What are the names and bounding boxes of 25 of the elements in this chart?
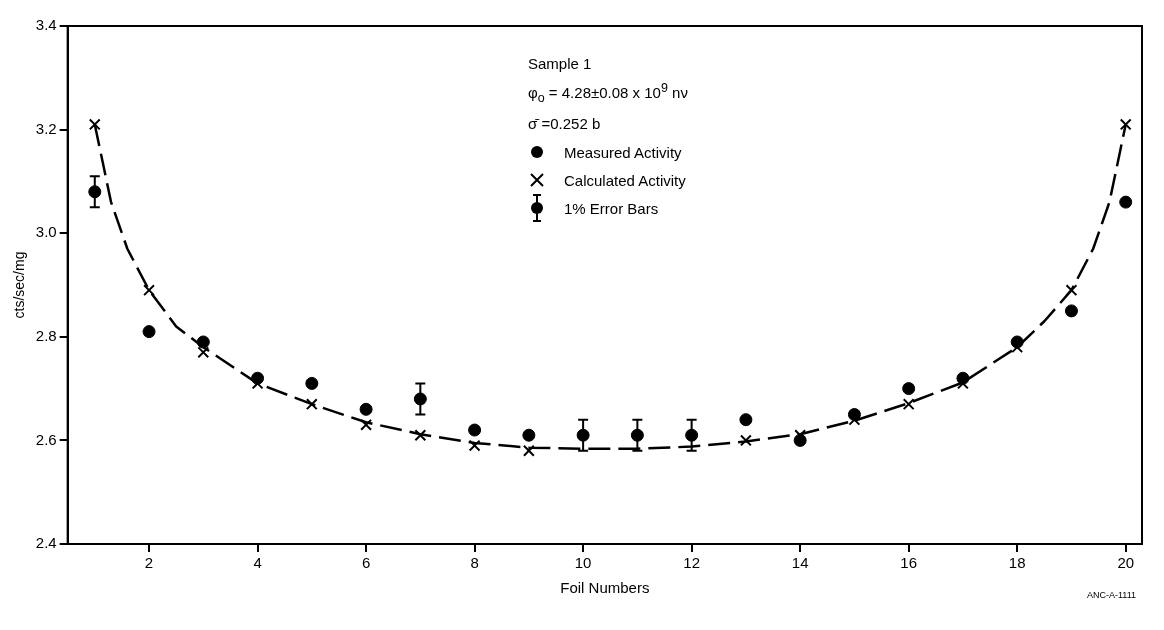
x-tick-label: 14: [791, 554, 809, 572]
y-axis-title: cts/sec/mg: [11, 251, 28, 319]
x-tick-label: 4: [253, 554, 262, 572]
x-tick-label: 8: [470, 554, 479, 572]
y-tick-label: 3.4: [35, 16, 57, 34]
legend-label: Calculated Activity: [564, 171, 686, 189]
x-tick-label: 10: [574, 554, 592, 572]
y-tick-label: 3.0: [35, 223, 57, 241]
x-tick-label: 6: [361, 554, 371, 572]
annotation: σ̄ =0.252 b: [528, 114, 601, 132]
y-tick-label: 3.2: [35, 119, 57, 137]
x-tick-label: 12: [683, 554, 700, 572]
annotation: φ$_{o}$ = 4.28±0.08 x 10$^{9}$ nν: [528, 81, 688, 105]
x-tick-label: 18: [1008, 554, 1026, 572]
x-axis-title: Foil Numbers: [560, 579, 650, 597]
y-tick-label: 2.6: [35, 430, 57, 448]
x-tick-label: 2: [144, 554, 154, 572]
y-tick-label: 2.4: [35, 534, 57, 552]
x-tick-label: 20: [1117, 554, 1135, 572]
y-tick-label: 2.8: [35, 326, 57, 344]
annotation: 1% Error Bars: [564, 199, 659, 217]
legend-label: Measured Activity: [564, 143, 682, 161]
x-tick-label: 16: [900, 554, 918, 572]
text: ANC-A-1111: [1086, 590, 1136, 600]
annotation: Sample 1: [528, 54, 592, 72]
